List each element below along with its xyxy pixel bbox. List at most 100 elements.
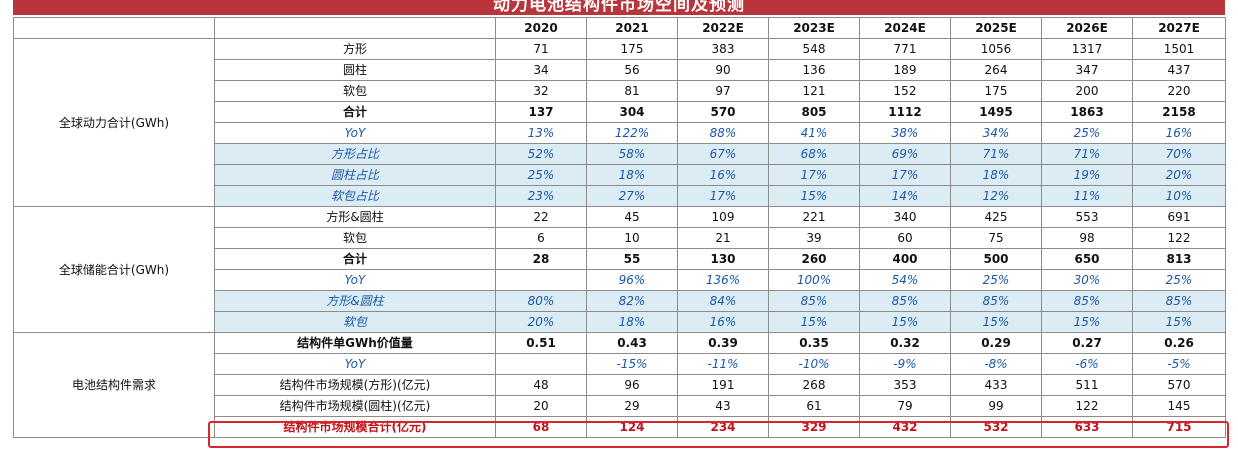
- value-cell: 25%: [495, 164, 587, 186]
- value-cell: 61: [768, 395, 860, 417]
- value-cell: 553: [1041, 206, 1133, 228]
- value-cell: 54%: [859, 269, 951, 291]
- value-cell: 41%: [768, 122, 860, 144]
- value-cell: 34%: [950, 122, 1042, 144]
- value-cell: 21: [677, 227, 769, 249]
- value-cell: 511: [1041, 374, 1133, 396]
- value-cell: 17%: [859, 164, 951, 186]
- value-cell: [495, 353, 587, 375]
- row-label: YoY: [214, 122, 496, 144]
- value-cell: 28: [495, 248, 587, 270]
- value-cell: 6: [495, 227, 587, 249]
- value-cell: 98: [1041, 227, 1133, 249]
- value-cell: 234: [677, 416, 769, 438]
- value-cell: 650: [1041, 248, 1133, 270]
- value-cell: 52%: [495, 143, 587, 165]
- value-cell: 20: [495, 395, 587, 417]
- row-label: 合计: [214, 101, 496, 123]
- value-cell: 433: [950, 374, 1042, 396]
- value-cell: 97: [677, 80, 769, 102]
- value-cell: 80%: [495, 290, 587, 312]
- row-label: 结构件市场规模合计(亿元): [214, 416, 496, 438]
- value-cell: 122: [1132, 227, 1226, 249]
- value-cell: 813: [1132, 248, 1226, 270]
- value-cell: 12%: [950, 185, 1042, 207]
- value-cell: 79: [859, 395, 951, 417]
- value-cell: 425: [950, 206, 1042, 228]
- value-cell: 122: [1041, 395, 1133, 417]
- value-cell: 152: [859, 80, 951, 102]
- value-cell: 500: [950, 248, 1042, 270]
- value-cell: 48: [495, 374, 587, 396]
- row-label: 方形: [214, 38, 496, 60]
- table-row: 圆柱占比 25% 18% 16% 17% 17% 18% 19% 20%: [14, 164, 1226, 186]
- table-row: YoY -15% -11% -10% -9% -8% -6% -5%: [14, 353, 1226, 375]
- table-row: 软包 32 81 97 121 152 175 200 220: [14, 80, 1226, 102]
- value-cell: 437: [1132, 59, 1226, 81]
- value-cell: 99: [950, 395, 1042, 417]
- value-cell: -11%: [677, 353, 769, 375]
- value-cell: 15%: [950, 311, 1042, 333]
- value-cell: 1056: [950, 38, 1042, 60]
- value-cell: 10%: [1132, 185, 1226, 207]
- forecast-table: 2020 2021 2022E 2023E 2024E 2025E 2026E 2027E 全球…: [13, 17, 1226, 438]
- table-row: 全球动力合计(GWh) 方形 71 175 383 548 771 1056 1317 1501: [13, 38, 1226, 207]
- value-cell: 0.27: [1041, 332, 1133, 354]
- value-cell: 136%: [677, 269, 769, 291]
- value-cell: 71: [495, 38, 587, 60]
- table-row: 圆柱 34 56 90 136 189 264 347 437: [14, 59, 1226, 81]
- column-header: 2020: [495, 17, 587, 39]
- value-cell: 347: [1041, 59, 1133, 81]
- value-cell: 570: [1132, 374, 1226, 396]
- value-cell: 548: [768, 38, 860, 60]
- value-cell: 75: [950, 227, 1042, 249]
- value-cell: 82%: [586, 290, 678, 312]
- group-label: 电池结构件需求: [13, 332, 215, 438]
- value-cell: 96: [586, 374, 678, 396]
- value-cell: 39: [768, 227, 860, 249]
- row-label: 软包: [214, 311, 496, 333]
- value-cell: -15%: [586, 353, 678, 375]
- value-cell: 16%: [677, 164, 769, 186]
- value-cell: 56: [586, 59, 678, 81]
- value-cell: 58%: [586, 143, 678, 165]
- value-cell: 715: [1132, 416, 1226, 438]
- value-cell: 130: [677, 248, 769, 270]
- value-cell: 137: [495, 101, 587, 123]
- value-cell: 124: [586, 416, 678, 438]
- value-cell: 71%: [950, 143, 1042, 165]
- row-label: 结构件单GWh价值量: [214, 332, 496, 354]
- row-label: 圆柱: [214, 59, 496, 81]
- value-cell: 88%: [677, 122, 769, 144]
- column-header: 2021: [586, 17, 678, 39]
- value-cell: 191: [677, 374, 769, 396]
- value-cell: 25%: [950, 269, 1042, 291]
- value-cell: 805: [768, 101, 860, 123]
- value-cell: 329: [768, 416, 860, 438]
- value-cell: 70%: [1132, 143, 1226, 165]
- value-cell: 1317: [1041, 38, 1133, 60]
- row-label: 软包: [214, 227, 496, 249]
- value-cell: 340: [859, 206, 951, 228]
- value-cell: 38%: [859, 122, 951, 144]
- value-cell: 221: [768, 206, 860, 228]
- value-cell: 20%: [1132, 164, 1226, 186]
- table-body: 2020 2021 2022E 2023E 2024E 2025E 2026E 2027E 全球…: [13, 17, 1226, 438]
- table-row: 全球储能合计(GWh) 方形&圆柱 22 45 109 221 340 425 553 691: [13, 206, 1226, 333]
- value-cell: 260: [768, 248, 860, 270]
- value-cell: 15%: [1041, 311, 1133, 333]
- value-cell: 691: [1132, 206, 1226, 228]
- value-cell: 268: [768, 374, 860, 396]
- table-row: 方形占比 52% 58% 67% 68% 69% 71% 71% 70%: [14, 143, 1226, 165]
- value-cell: 1863: [1041, 101, 1133, 123]
- value-cell: 432: [859, 416, 951, 438]
- value-cell: 109: [677, 206, 769, 228]
- table-row: 软包 20% 18% 16% 15% 15% 15% 15% 15%: [14, 311, 1226, 333]
- value-cell: 13%: [495, 122, 587, 144]
- value-cell: 0.26: [1132, 332, 1226, 354]
- value-cell: 19%: [1041, 164, 1133, 186]
- value-cell: 69%: [859, 143, 951, 165]
- value-cell: -6%: [1041, 353, 1133, 375]
- row-label: 结构件市场规模(圆柱)(亿元): [214, 395, 496, 417]
- row-label: YoY: [214, 353, 496, 375]
